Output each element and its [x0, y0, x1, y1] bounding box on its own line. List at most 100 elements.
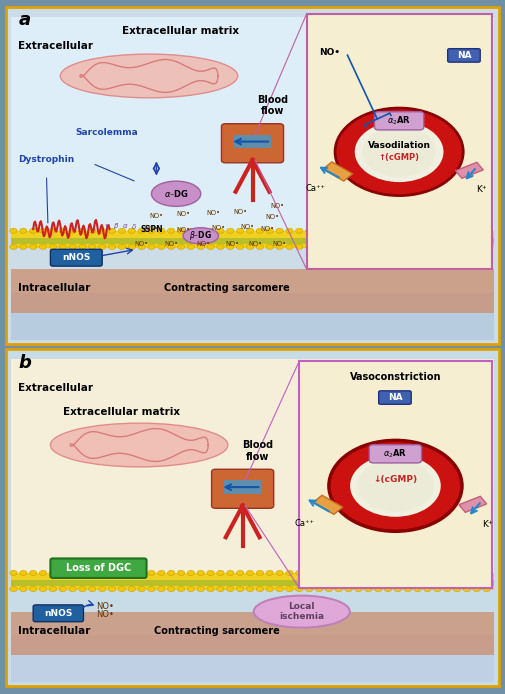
Circle shape [69, 244, 76, 249]
Circle shape [335, 228, 342, 233]
Circle shape [236, 228, 244, 233]
Text: $\delta$: $\delta$ [131, 222, 137, 231]
Circle shape [355, 244, 362, 249]
Circle shape [325, 228, 333, 233]
Circle shape [365, 586, 372, 591]
Text: NO•: NO• [135, 242, 148, 247]
Circle shape [138, 586, 145, 591]
Circle shape [276, 570, 283, 575]
Circle shape [168, 570, 175, 575]
Circle shape [256, 228, 264, 233]
Circle shape [187, 570, 194, 575]
Bar [11, 293, 494, 340]
Circle shape [335, 586, 342, 591]
Text: $\beta$: $\beta$ [113, 221, 119, 231]
Circle shape [345, 244, 352, 249]
Circle shape [217, 244, 224, 249]
Circle shape [345, 586, 352, 591]
Text: NO•: NO• [273, 242, 287, 247]
Circle shape [39, 586, 47, 591]
Circle shape [187, 586, 194, 591]
Circle shape [109, 228, 116, 233]
Circle shape [266, 228, 273, 233]
Circle shape [246, 570, 254, 575]
Circle shape [315, 586, 323, 591]
Circle shape [256, 570, 264, 575]
Circle shape [453, 586, 461, 591]
Circle shape [10, 244, 17, 249]
Circle shape [384, 228, 392, 233]
Circle shape [483, 244, 490, 249]
Circle shape [306, 244, 313, 249]
Circle shape [246, 586, 254, 591]
Bar [11, 573, 494, 582]
Bar [224, 480, 262, 494]
Circle shape [266, 570, 273, 575]
Circle shape [483, 586, 490, 591]
Text: Local
ischemia: Local ischemia [279, 602, 324, 621]
Bar [456, 162, 483, 178]
Circle shape [49, 586, 57, 591]
Text: SSPN: SSPN [140, 225, 163, 234]
Circle shape [286, 570, 293, 575]
Circle shape [168, 244, 175, 249]
Circle shape [434, 244, 441, 249]
Circle shape [29, 570, 37, 575]
Text: NO•: NO• [144, 226, 159, 232]
Text: Dystrophin: Dystrophin [18, 155, 75, 164]
Circle shape [59, 570, 67, 575]
Bar [11, 359, 494, 584]
Circle shape [207, 244, 214, 249]
FancyBboxPatch shape [222, 124, 283, 163]
Circle shape [177, 244, 185, 249]
Circle shape [404, 570, 412, 575]
Circle shape [128, 586, 135, 591]
Circle shape [88, 244, 96, 249]
Circle shape [295, 244, 303, 249]
Circle shape [473, 586, 480, 591]
Circle shape [79, 244, 86, 249]
Circle shape [286, 586, 293, 591]
Circle shape [79, 228, 86, 233]
Circle shape [236, 244, 244, 249]
FancyBboxPatch shape [50, 249, 102, 266]
Circle shape [187, 228, 194, 233]
Circle shape [227, 228, 234, 233]
Circle shape [463, 228, 471, 233]
Circle shape [10, 586, 17, 591]
Circle shape [315, 244, 323, 249]
Circle shape [138, 228, 145, 233]
Circle shape [335, 570, 342, 575]
Circle shape [148, 244, 155, 249]
Circle shape [350, 455, 441, 517]
Circle shape [49, 228, 57, 233]
Circle shape [375, 570, 382, 575]
Bar [11, 239, 494, 248]
Bar [11, 237, 494, 244]
Text: NO•: NO• [164, 242, 178, 247]
Text: NA: NA [457, 51, 471, 60]
Text: Vasodilation: Vasodilation [368, 141, 431, 150]
Circle shape [335, 108, 463, 196]
Text: NA: NA [388, 393, 402, 402]
Text: NO•: NO• [211, 226, 225, 231]
Circle shape [20, 586, 27, 591]
Circle shape [345, 570, 352, 575]
Circle shape [335, 244, 342, 249]
Circle shape [286, 244, 293, 249]
Circle shape [325, 570, 333, 575]
Text: Blood
flow: Blood flow [242, 440, 273, 462]
Circle shape [306, 570, 313, 575]
Circle shape [276, 586, 283, 591]
Circle shape [197, 244, 205, 249]
Circle shape [424, 586, 431, 591]
Bar [299, 361, 491, 588]
Text: NO•: NO• [226, 241, 240, 246]
Text: K⁺: K⁺ [476, 185, 487, 194]
Circle shape [295, 586, 303, 591]
Circle shape [109, 244, 116, 249]
Text: K⁺: K⁺ [482, 520, 493, 530]
Circle shape [463, 570, 471, 575]
Circle shape [207, 228, 214, 233]
Circle shape [473, 570, 480, 575]
